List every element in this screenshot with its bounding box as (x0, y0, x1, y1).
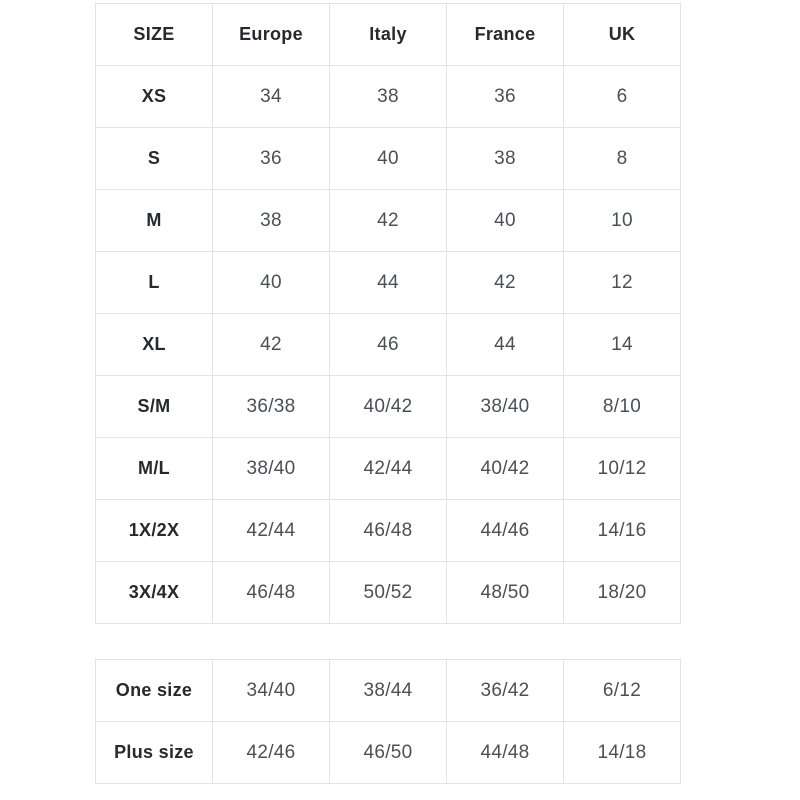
row-label: XS (95, 65, 213, 128)
cell-europe: 34/40 (212, 659, 330, 722)
cell-uk: 8 (563, 127, 681, 190)
table-row-3x-4x: 3X/4X 46/48 50/52 48/50 18/20 (95, 561, 681, 624)
cell-europe: 36/38 (212, 375, 330, 438)
cell-italy: 42 (329, 189, 447, 252)
cell-europe: 40 (212, 251, 330, 314)
row-label: M (95, 189, 213, 252)
table-row-m: M 38 42 40 10 (95, 189, 681, 252)
cell-france: 36/42 (446, 659, 564, 722)
cell-france: 44/46 (446, 499, 564, 562)
row-label: 1X/2X (95, 499, 213, 562)
table-row-one-size: One size 34/40 38/44 36/42 6/12 (95, 659, 681, 722)
cell-italy: 44 (329, 251, 447, 314)
cell-france: 38/40 (446, 375, 564, 438)
cell-uk: 14/18 (563, 721, 681, 784)
cell-italy: 38 (329, 65, 447, 128)
table-row-1x-2x: 1X/2X 42/44 46/48 44/46 14/16 (95, 499, 681, 562)
cell-uk: 18/20 (563, 561, 681, 624)
cell-europe: 46/48 (212, 561, 330, 624)
row-label: 3X/4X (95, 561, 213, 624)
cell-france: 42 (446, 251, 564, 314)
column-header-france: France (446, 3, 564, 66)
size-conversion-table: SIZE Europe Italy France UK XS 34 38 36 … (95, 3, 681, 624)
cell-uk: 10/12 (563, 437, 681, 500)
cell-europe: 42 (212, 313, 330, 376)
size-tables-container: SIZE Europe Italy France UK XS 34 38 36 … (95, 3, 681, 784)
cell-italy: 46/48 (329, 499, 447, 562)
table-row-s-m: S/M 36/38 40/42 38/40 8/10 (95, 375, 681, 438)
cell-italy: 46/50 (329, 721, 447, 784)
cell-europe: 38/40 (212, 437, 330, 500)
cell-europe: 38 (212, 189, 330, 252)
cell-france: 36 (446, 65, 564, 128)
cell-europe: 42/46 (212, 721, 330, 784)
special-sizes-table: One size 34/40 38/44 36/42 6/12 Plus siz… (95, 659, 681, 784)
cell-italy: 38/44 (329, 659, 447, 722)
cell-uk: 8/10 (563, 375, 681, 438)
row-label: Plus size (95, 721, 213, 784)
cell-italy: 42/44 (329, 437, 447, 500)
cell-uk: 10 (563, 189, 681, 252)
table-row-s: S 36 40 38 8 (95, 127, 681, 190)
cell-europe: 34 (212, 65, 330, 128)
cell-uk: 12 (563, 251, 681, 314)
cell-france: 44 (446, 313, 564, 376)
table-row-plus-size: Plus size 42/46 46/50 44/48 14/18 (95, 721, 681, 784)
cell-france: 48/50 (446, 561, 564, 624)
cell-italy: 40/42 (329, 375, 447, 438)
row-label: S/M (95, 375, 213, 438)
cell-italy: 46 (329, 313, 447, 376)
header-row: SIZE Europe Italy France UK (95, 3, 681, 66)
cell-italy: 50/52 (329, 561, 447, 624)
table-row-xs: XS 34 38 36 6 (95, 65, 681, 128)
column-header-italy: Italy (329, 3, 447, 66)
cell-uk: 6/12 (563, 659, 681, 722)
cell-europe: 36 (212, 127, 330, 190)
row-label: One size (95, 659, 213, 722)
row-label: S (95, 127, 213, 190)
column-header-uk: UK (563, 3, 681, 66)
cell-france: 44/48 (446, 721, 564, 784)
cell-uk: 14/16 (563, 499, 681, 562)
cell-uk: 6 (563, 65, 681, 128)
cell-france: 40 (446, 189, 564, 252)
row-label: L (95, 251, 213, 314)
table-row-xl: XL 42 46 44 14 (95, 313, 681, 376)
row-label: M/L (95, 437, 213, 500)
cell-uk: 14 (563, 313, 681, 376)
row-label: XL (95, 313, 213, 376)
column-header-size: SIZE (95, 3, 213, 66)
cell-france: 40/42 (446, 437, 564, 500)
cell-france: 38 (446, 127, 564, 190)
column-header-europe: Europe (212, 3, 330, 66)
table-row-m-l: M/L 38/40 42/44 40/42 10/12 (95, 437, 681, 500)
table-row-l: L 40 44 42 12 (95, 251, 681, 314)
cell-europe: 42/44 (212, 499, 330, 562)
cell-italy: 40 (329, 127, 447, 190)
